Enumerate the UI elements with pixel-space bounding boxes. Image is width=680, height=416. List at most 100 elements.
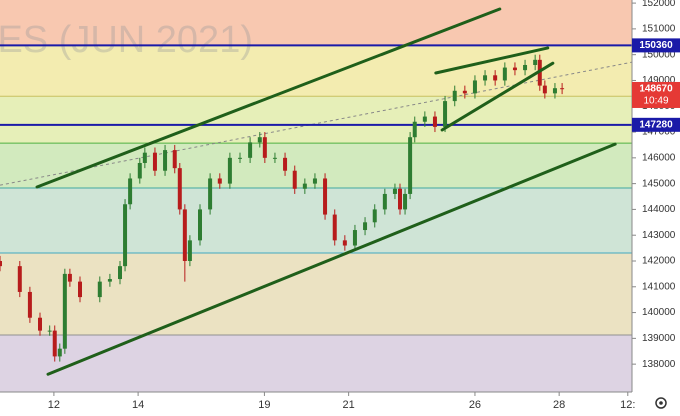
candle-body bbox=[78, 281, 82, 298]
zone bbox=[0, 96, 632, 144]
candle-body bbox=[142, 152, 147, 163]
y-tick-label: 145000 bbox=[642, 178, 676, 189]
candle-body bbox=[152, 152, 157, 171]
price-label: 150360 bbox=[639, 40, 673, 51]
candle-body bbox=[17, 266, 22, 292]
x-tick-label: 14 bbox=[132, 399, 144, 411]
y-tick-label: 140000 bbox=[642, 307, 676, 318]
y-tick-label: 139000 bbox=[642, 333, 676, 344]
candle-body bbox=[398, 188, 402, 210]
zone bbox=[0, 188, 632, 253]
y-tick-label: 138000 bbox=[642, 359, 676, 370]
candle-body bbox=[342, 240, 347, 246]
candle-body bbox=[227, 157, 232, 184]
candle-body bbox=[248, 142, 253, 158]
x-axis-bg bbox=[0, 392, 632, 416]
last-price-label: 148670 bbox=[639, 84, 673, 95]
last-price-box bbox=[632, 81, 680, 108]
x-tick-label: 12 bbox=[48, 399, 60, 411]
candle-body bbox=[432, 116, 437, 127]
trend-line bbox=[35, 7, 502, 189]
x-tick-label: 26 bbox=[469, 399, 481, 411]
candle-body bbox=[283, 157, 288, 171]
price-label: 147280 bbox=[639, 119, 673, 130]
candle-body bbox=[292, 170, 297, 189]
candle-body bbox=[118, 266, 122, 280]
price-label-box bbox=[632, 117, 680, 132]
candle-body bbox=[0, 260, 2, 267]
candle-body bbox=[312, 178, 317, 184]
y-tick-label: 143000 bbox=[642, 230, 676, 241]
candle-body bbox=[238, 157, 242, 159]
candle-body bbox=[257, 137, 262, 143]
trend-line bbox=[434, 46, 550, 75]
candle-body bbox=[422, 116, 427, 122]
candle-body bbox=[38, 317, 42, 331]
watermark: RES (JUN 2021) bbox=[0, 19, 253, 61]
y-tick-label: 141000 bbox=[642, 281, 676, 292]
settings-icon[interactable] bbox=[655, 397, 667, 409]
candle-body bbox=[512, 67, 517, 71]
candle-body bbox=[57, 348, 62, 357]
zone bbox=[0, 0, 632, 46]
candle-body bbox=[27, 291, 32, 318]
candle-body bbox=[443, 101, 448, 127]
candle-body bbox=[382, 193, 387, 210]
y-tick-label: 152000 bbox=[642, 0, 676, 9]
y-tick-label: 149000 bbox=[642, 75, 676, 86]
gear[interactable] bbox=[655, 397, 667, 409]
candle-body bbox=[392, 188, 397, 194]
candle-body bbox=[542, 85, 547, 94]
candle-body bbox=[472, 80, 477, 94]
candle-body bbox=[177, 168, 182, 210]
candle-body bbox=[198, 209, 202, 241]
y-tick-label: 147000 bbox=[642, 127, 676, 138]
candle-body bbox=[452, 90, 457, 102]
candle-body bbox=[493, 75, 498, 81]
candle-body bbox=[47, 330, 52, 332]
trend-line bbox=[440, 61, 555, 132]
candle-body bbox=[107, 279, 112, 282]
candle-body bbox=[502, 67, 507, 81]
candle-body bbox=[323, 178, 328, 215]
candle-body bbox=[163, 150, 168, 171]
x-tick-label: 12: bbox=[620, 399, 635, 411]
x-tick-label: 19 bbox=[258, 399, 270, 411]
candle-body bbox=[262, 137, 267, 158]
candle-body bbox=[272, 157, 277, 159]
candle-body bbox=[128, 178, 133, 205]
candle-body bbox=[97, 281, 102, 298]
y-tick-label: 142000 bbox=[642, 256, 676, 267]
candle-body bbox=[182, 209, 187, 261]
candle-body bbox=[412, 121, 417, 138]
dashed-trend bbox=[0, 61, 632, 186]
candle-body bbox=[62, 273, 67, 349]
gear-center[interactable] bbox=[659, 401, 663, 405]
candle-body bbox=[52, 330, 57, 357]
zone bbox=[0, 335, 632, 392]
candle-body bbox=[302, 183, 307, 189]
candle-body bbox=[352, 230, 357, 246]
candle-body bbox=[533, 59, 538, 65]
candle-body bbox=[523, 64, 528, 71]
candle-body bbox=[462, 90, 467, 94]
candle-body bbox=[403, 193, 408, 210]
y-tick-label: 146000 bbox=[642, 152, 676, 163]
plot bbox=[0, 7, 632, 376]
axes: 138000 139000 140000 141000 142000 143000 1440… bbox=[48, 0, 680, 411]
candle-body bbox=[483, 75, 488, 81]
candle-body bbox=[332, 214, 337, 241]
candle-body bbox=[208, 178, 213, 210]
y-axis-bg bbox=[632, 0, 680, 416]
price-label-box bbox=[632, 38, 680, 53]
candle-body bbox=[372, 209, 377, 223]
y-tick-label: 150000 bbox=[642, 49, 676, 60]
candle-body bbox=[137, 162, 142, 179]
candle-body bbox=[123, 204, 128, 267]
x-tick-label: 21 bbox=[343, 399, 355, 411]
candle-body bbox=[560, 88, 565, 90]
candle-body bbox=[172, 150, 177, 169]
y-tick-label: 151000 bbox=[642, 24, 676, 35]
